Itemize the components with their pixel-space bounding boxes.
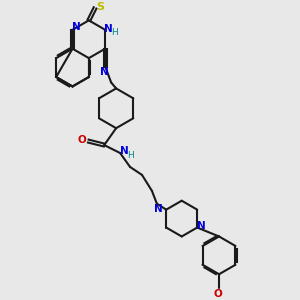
Text: H: H bbox=[111, 28, 118, 37]
Text: O: O bbox=[78, 135, 87, 145]
Text: N: N bbox=[154, 204, 163, 214]
Text: N: N bbox=[100, 67, 109, 76]
Text: N: N bbox=[120, 146, 128, 156]
Text: N: N bbox=[72, 22, 81, 32]
Text: N: N bbox=[104, 24, 112, 34]
Text: N: N bbox=[197, 220, 206, 230]
Text: O: O bbox=[214, 289, 222, 299]
Text: S: S bbox=[96, 2, 104, 12]
Text: H: H bbox=[127, 152, 134, 160]
